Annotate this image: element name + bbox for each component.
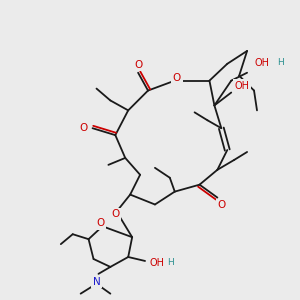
Text: N: N: [93, 277, 101, 287]
Text: O: O: [96, 218, 105, 228]
Text: OH: OH: [254, 58, 269, 68]
Text: H: H: [167, 258, 174, 267]
Text: H: H: [277, 58, 284, 67]
Text: O: O: [111, 209, 119, 219]
Text: O: O: [80, 123, 88, 133]
Text: O: O: [217, 200, 226, 211]
Text: O: O: [172, 73, 181, 83]
Text: OH: OH: [150, 258, 165, 268]
Text: O: O: [134, 60, 142, 70]
Text: OH: OH: [234, 81, 249, 91]
